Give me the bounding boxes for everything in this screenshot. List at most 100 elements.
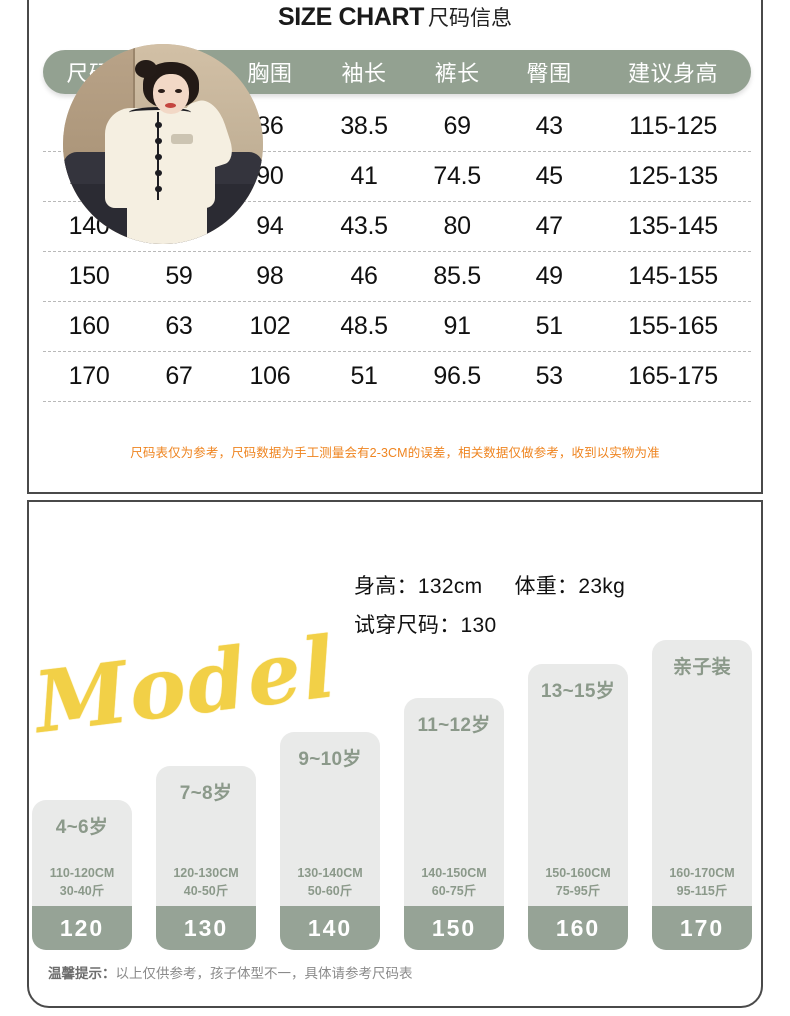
model-try-size-label: 试穿尺码：130 (354, 614, 497, 637)
cell-height: 115-125 (629, 112, 717, 140)
cell-sleeve: 43.5 (340, 212, 388, 240)
photo-wall-seam (133, 44, 135, 168)
size-bar-weight-range: 75-95斤 (555, 883, 601, 898)
table-row: 160 63 102 48.5 91 51 155-165 (43, 302, 751, 352)
cell-hip: 53 (535, 362, 564, 390)
table-header-height: 建议身高 (628, 61, 719, 86)
size-guide-bar-chart: 4~6岁 110-120CM 30-40斤 120 7~8岁 120-130CM… (0, 640, 790, 950)
cell-sleeve: 41 (350, 162, 378, 190)
size-bar-size-label: 120 (32, 906, 132, 950)
bottom-tip-prefix: 温馨提示： (48, 966, 116, 981)
photo-mouth (165, 103, 176, 108)
size-bar-meta: 130-140CM 50-60斤 (280, 864, 380, 900)
size-bar-height-range: 160-170CM (669, 865, 735, 880)
photo-button (155, 154, 162, 161)
size-bar-meta: 140-150CM 60-75斤 (404, 864, 504, 900)
size-bar-age-label: 13~15岁 (540, 681, 616, 702)
cell-pantlength: 91 (443, 312, 472, 340)
size-bar-age-label: 11~12岁 (417, 715, 491, 736)
size-bar-140[interactable]: 9~10岁 130-140CM 50-60斤 140 (280, 732, 380, 950)
photo-hair-bun (135, 60, 157, 78)
size-bar-size-label: 170 (652, 906, 752, 950)
cell-hip: 51 (535, 312, 564, 340)
cell-sleeve: 38.5 (340, 112, 388, 140)
cell-size: 170 (68, 362, 110, 390)
size-bar-age-label: 4~6岁 (55, 817, 109, 838)
size-bar-meta: 160-170CM 95-115斤 (652, 864, 752, 900)
size-table-disclaimer: 尺码表仅为参考，尺码数据为手工测量会有2-3CM的误差，相关数据仅做参考，收到以… (130, 446, 660, 460)
cell-sleeve: 46 (350, 262, 378, 290)
photo-face (153, 74, 189, 114)
model-and-size-guide-card (27, 500, 763, 1008)
size-bar-size-label: 140 (280, 906, 380, 950)
photo-button (155, 122, 162, 129)
size-bar-weight-range: 40-50斤 (183, 883, 229, 898)
cell-size: 150 (68, 262, 110, 290)
cell-pantlength: 80 (443, 212, 472, 240)
photo-button (155, 170, 162, 177)
model-photo (63, 44, 263, 244)
model-spec-line-1: 身高：132cm 体重：23kg (354, 570, 625, 600)
cell-height: 145-155 (628, 262, 718, 290)
size-bar-size-label: 160 (528, 906, 628, 950)
model-specs: 身高：132cm 体重：23kg 试穿尺码：130 (354, 570, 625, 648)
page-title-cn: 尺码信息 (428, 7, 512, 30)
table-header-pantlength: 裤长 (434, 61, 480, 86)
photo-button (155, 138, 162, 145)
size-bar-120[interactable]: 4~6岁 110-120CM 30-40斤 120 (32, 800, 132, 950)
photo-eye-left (158, 89, 166, 94)
size-bar-size-label: 150 (404, 906, 504, 950)
size-bar-weight-range: 30-40斤 (59, 883, 105, 898)
cell-sleeve: 51 (350, 362, 378, 390)
cell-sleeve: 48.5 (340, 312, 388, 340)
cell-bust: 106 (249, 362, 291, 390)
cell-length: 63 (165, 312, 193, 340)
size-bar-age-label: 亲子装 (673, 657, 731, 678)
model-height-label: 身高：132cm (354, 575, 483, 598)
photo-button (155, 186, 162, 193)
table-row: 150 59 98 46 85.5 49 145-155 (43, 252, 751, 302)
page-title-en: SIZE CHART (277, 3, 424, 31)
size-bar-meta: 110-120CM 30-40斤 (32, 864, 132, 900)
table-header-hip: 臀围 (526, 61, 572, 86)
cell-height: 155-165 (628, 312, 718, 340)
size-bar-height-range: 120-130CM (173, 865, 239, 880)
size-bar-age-label: 9~10岁 (298, 749, 362, 770)
cell-length: 59 (165, 262, 193, 290)
cell-hip: 45 (535, 162, 564, 190)
size-bar-height-range: 110-120CM (49, 865, 115, 880)
size-bar-weight-range: 95-115斤 (676, 883, 728, 898)
cell-pantlength: 74.5 (433, 162, 481, 190)
cell-pantlength: 69 (443, 112, 472, 140)
cell-pantlength: 96.5 (433, 362, 481, 390)
cell-size: 160 (68, 312, 110, 340)
cell-height: 165-175 (628, 362, 718, 390)
size-bar-150[interactable]: 11~12岁 140-150CM 60-75斤 150 (404, 698, 504, 950)
size-bar-meta: 150-160CM 75-95斤 (528, 864, 628, 900)
cell-height: 135-145 (628, 212, 718, 240)
cell-hip: 43 (535, 112, 564, 140)
cell-hip: 49 (535, 262, 564, 290)
size-bar-130[interactable]: 7~8岁 120-130CM 40-50斤 130 (156, 766, 256, 950)
size-bar-160[interactable]: 13~15岁 150-160CM 75-95斤 160 (528, 664, 628, 950)
cell-bust: 98 (256, 262, 284, 290)
size-bar-height-range: 130-140CM (297, 865, 363, 880)
table-row: 170 67 106 51 96.5 53 165-175 (43, 352, 751, 402)
bottom-tip: 温馨提示：以上仅供参考，孩子体型不一，具体请参考尺码表 (48, 962, 413, 982)
size-bar-height-range: 140-150CM (421, 865, 487, 880)
table-header-sleeve: 袖长 (341, 61, 387, 86)
size-bar-170[interactable]: 亲子装 160-170CM 95-115斤 170 (652, 640, 752, 950)
model-weight-label: 体重：23kg (514, 575, 626, 598)
cell-length: 67 (165, 362, 193, 390)
size-bar-weight-range: 60-75斤 (431, 883, 477, 898)
photo-chest-logo (171, 134, 193, 144)
cell-pantlength: 85.5 (433, 262, 481, 290)
size-bar-height-range: 150-160CM (545, 865, 611, 880)
page-title: SIZE CHART 尺码信息 (29, 2, 761, 32)
cell-hip: 47 (535, 212, 564, 240)
bottom-tip-text: 以上仅供参考，孩子体型不一，具体请参考尺码表 (115, 966, 413, 981)
cell-bust: 102 (249, 312, 291, 340)
cell-height: 125-135 (628, 162, 718, 190)
size-table-body: 120 47 86 38.5 69 43 115-125 130 51 90 4… (43, 102, 751, 402)
